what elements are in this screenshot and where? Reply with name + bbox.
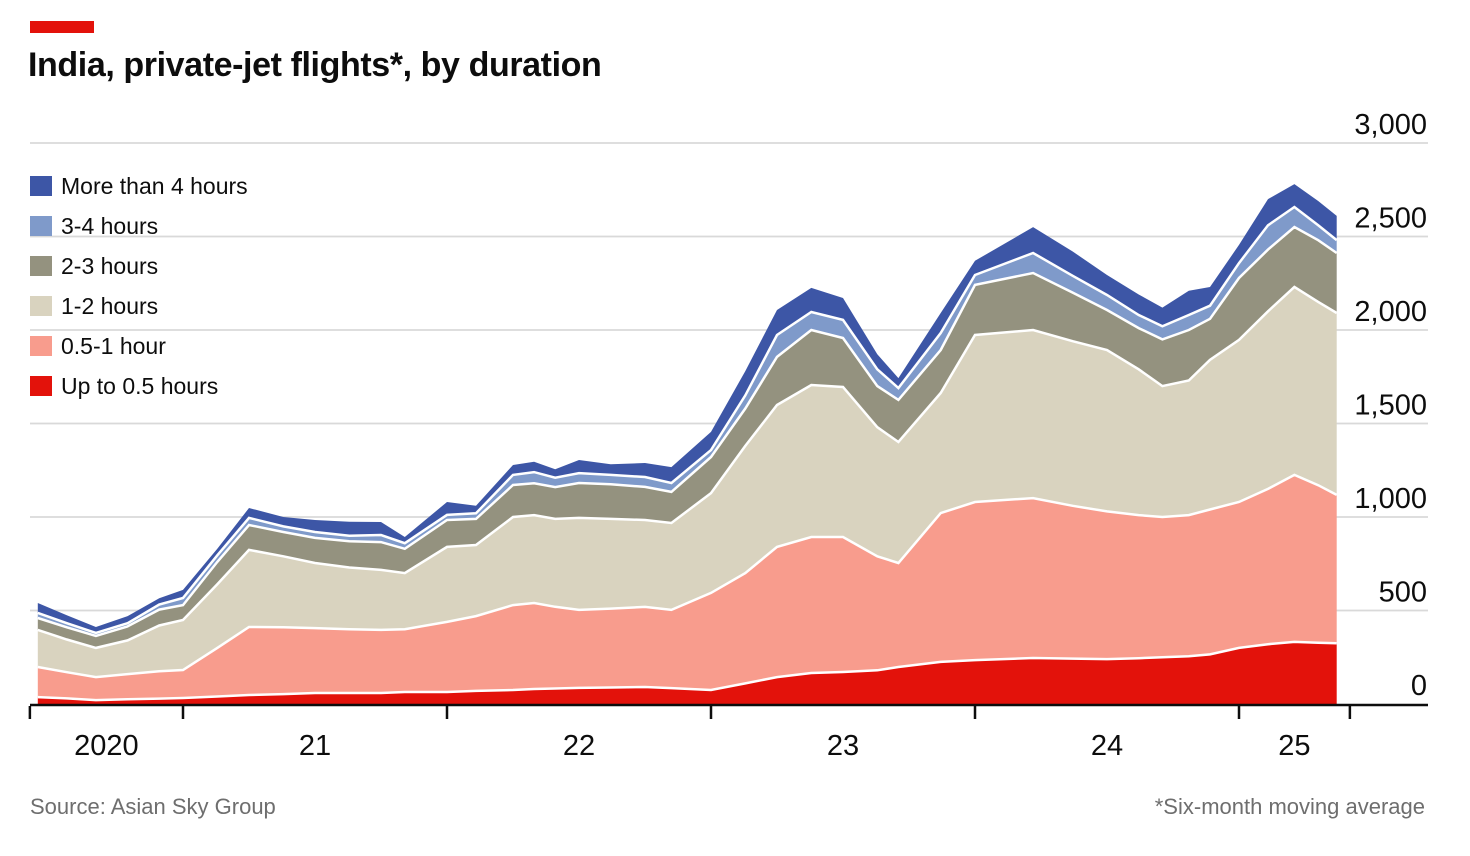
x-axis-label-22: 22 <box>563 730 595 762</box>
band-separator-1 <box>37 640 1337 702</box>
y-axis-label-1500: 1,500 <box>1354 390 1427 422</box>
source-note: Source: Asian Sky Group <box>30 794 276 819</box>
legend-label-1-2-hours: 1-2 hours <box>61 292 159 319</box>
band-separator-3 <box>37 285 1338 650</box>
area-1-2-hours <box>37 287 1337 678</box>
legend-label-more-than-4-hours: More than 4 hours <box>61 172 248 199</box>
legend-label-up-to-0-5-hours: Up to 0.5 hours <box>61 372 219 399</box>
legend-swatch-more-than-4-hours <box>30 176 52 196</box>
legend-swatch-1-2-hours <box>30 296 52 316</box>
legend-swatch-2-3-hours <box>30 256 52 276</box>
legend-label-2-3-hours: 2-3 hours <box>61 252 159 279</box>
legend-label-0-5-1-hour: 0.5-1 hour <box>61 332 166 359</box>
legend-swatch-0-5-1-hour <box>30 336 52 356</box>
legend: More than 4 hours 3-4 hours 2-3 hours 1-2 h… <box>30 166 248 406</box>
footnote: *Six-month moving average <box>1154 794 1425 819</box>
legend-item-more-than-4-hours: More than 4 hours <box>30 166 248 206</box>
area-up-to-0-5-hours <box>37 641 1337 704</box>
y-axis-label-3000: 3,000 <box>1354 109 1427 141</box>
legend-item-0-5-1-hour: 0.5-1 hour <box>30 326 248 366</box>
band-separator-4 <box>37 225 1338 638</box>
y-axis-label-2500: 2,500 <box>1354 203 1427 235</box>
y-axis-labels: 0 500 1,000 1,500 2,000 2,500 3,000 <box>1354 109 1427 702</box>
x-axis-label-24: 24 <box>1091 730 1123 762</box>
area-0-5-1-hour <box>37 474 1337 701</box>
band-separator-2 <box>37 473 1338 679</box>
brand-tag <box>30 21 94 33</box>
band-separator-5 <box>37 205 1338 635</box>
legend-swatch-up-to-0-5-hours <box>30 376 52 396</box>
y-axis-label-1000: 1,000 <box>1354 483 1427 515</box>
x-axis-label-21: 21 <box>299 730 331 762</box>
y-axis-label-500: 500 <box>1379 577 1427 609</box>
legend-swatch-3-4-hours <box>30 216 52 236</box>
x-axis-label-25: 25 <box>1278 730 1310 762</box>
band-separators <box>37 205 1338 702</box>
y-axis-label-2000: 2,000 <box>1354 296 1427 328</box>
chart-title: India, private-jet flights*, by duration <box>28 46 602 84</box>
legend-item-3-4-hours: 3-4 hours <box>30 206 248 246</box>
y-axis-label-0: 0 <box>1411 670 1427 702</box>
legend-item-up-to-0-5-hours: Up to 0.5 hours <box>30 366 248 406</box>
legend-label-3-4-hours: 3-4 hours <box>61 212 159 239</box>
legend-item-1-2-hours: 1-2 hours <box>30 286 248 326</box>
legend-item-2-3-hours: 2-3 hours <box>30 246 248 286</box>
x-axis: 2020 21 22 23 24 25 <box>28 703 1428 762</box>
x-axis-label-2020: 2020 <box>74 730 139 762</box>
x-axis-label-23: 23 <box>827 730 859 762</box>
